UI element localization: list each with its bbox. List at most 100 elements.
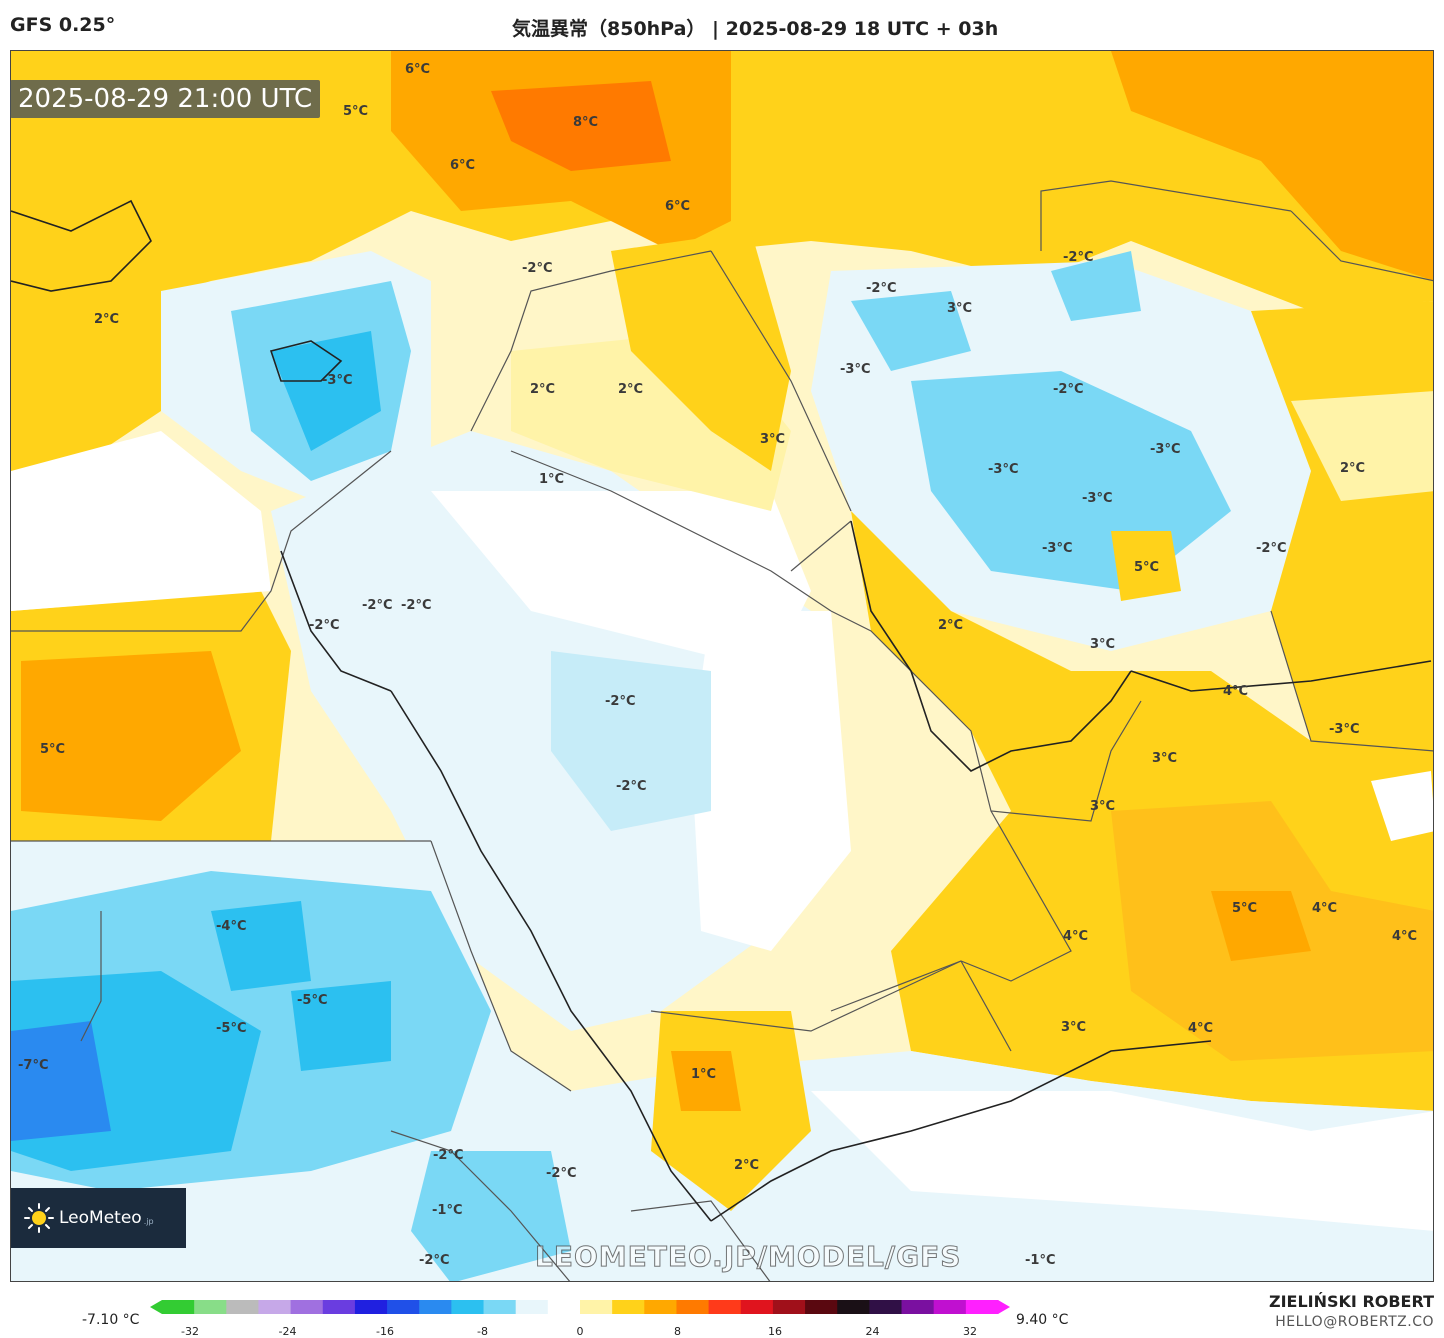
- contour-label: 2°C: [938, 618, 964, 633]
- colorbar-segment: [515, 1300, 549, 1314]
- contour-label: -2°C: [433, 1148, 464, 1163]
- contour-label: -3°C: [1082, 491, 1113, 506]
- colorbar-segment: [322, 1300, 356, 1314]
- logo-brand-text: LeoMeteo: [59, 1208, 142, 1228]
- contour-label: 4°C: [1063, 929, 1089, 944]
- contour-label: 3°C: [1152, 751, 1178, 766]
- colorbar-tick-label: -24: [278, 1325, 297, 1338]
- contour-label: 5°C: [1134, 560, 1160, 575]
- contour-label: -2°C: [1053, 382, 1084, 397]
- contour-label: -3°C: [322, 373, 353, 388]
- colorbar-tick-label: 0: [576, 1325, 584, 1338]
- contour-label: -2°C: [546, 1166, 577, 1181]
- valid-time-badge: 2025-08-29 21:00 UTC: [10, 80, 321, 118]
- contour-label: 2°C: [94, 312, 120, 327]
- contour-label: -2°C: [605, 694, 636, 709]
- contour-label: -2°C: [1256, 541, 1287, 556]
- contour-label: 6°C: [665, 199, 691, 214]
- colorbar-arrow-left: [150, 1300, 162, 1314]
- author-name: ZIELIŃSKI ROBERT: [1268, 1292, 1434, 1311]
- colorbar-segment: [676, 1300, 710, 1314]
- contour-label: -3°C: [1329, 722, 1360, 737]
- contour-label: 3°C: [1061, 1020, 1087, 1035]
- contour-label: -2°C: [1063, 250, 1094, 265]
- colorbar-segment: [483, 1300, 517, 1314]
- colorbar-tick-label: -8: [477, 1325, 488, 1338]
- contour-label: -3°C: [840, 362, 871, 377]
- colorbar-segment: [162, 1300, 195, 1314]
- colorbar-segment: [708, 1300, 742, 1314]
- colorbar-segment: [901, 1300, 935, 1314]
- contour-label: -1°C: [1025, 1253, 1056, 1268]
- contour-label: 2°C: [734, 1158, 760, 1173]
- colorbar-segment: [451, 1300, 485, 1314]
- contour-label: 4°C: [1223, 684, 1249, 699]
- colorbar-tick-label: -32: [181, 1325, 199, 1338]
- colorbar-tick-label: 8: [674, 1325, 681, 1338]
- colorbar-segment: [612, 1300, 645, 1314]
- contour-label: 3°C: [760, 432, 786, 447]
- contour-label: 2°C: [530, 382, 556, 397]
- colorbar-tick-label: 24: [865, 1325, 880, 1338]
- watermark-url: LEOMETEO.JP/MODEL/GFS: [534, 1240, 962, 1274]
- contour-label: -2°C: [866, 281, 897, 296]
- colorbar-segment: [644, 1300, 677, 1314]
- colorbar-segment: [258, 1300, 292, 1314]
- colorbar-segment: [772, 1300, 806, 1314]
- colorbar-segment: [933, 1300, 967, 1314]
- colorbar-segment: [387, 1300, 420, 1314]
- contour-label: -7°C: [18, 1058, 49, 1073]
- contour-label: -2°C: [522, 261, 553, 276]
- colorbar-segment: [837, 1300, 870, 1314]
- contour-label: 5°C: [1232, 901, 1258, 916]
- colorbar: [150, 1300, 1010, 1314]
- contour-label: 4°C: [1392, 929, 1418, 944]
- contour-label: -2°C: [616, 779, 647, 794]
- contour-label: -3°C: [1042, 541, 1073, 556]
- author-email: HELLO@ROBERTZ.CO: [1275, 1314, 1434, 1330]
- contour-label: 1°C: [691, 1067, 717, 1082]
- contour-label: -4°C: [216, 919, 247, 934]
- colorbar-segment: [740, 1300, 774, 1314]
- model-name: GFS 0.25°: [10, 14, 116, 36]
- contour-label: 8°C: [573, 115, 599, 130]
- map-title: 気温異常（850hPa） | 2025-08-29 18 UTC + 03h: [512, 18, 999, 40]
- contour-label: -3°C: [1150, 442, 1181, 457]
- contour-label: 3°C: [947, 301, 973, 316]
- contour-label: -2°C: [401, 598, 432, 613]
- leometeo-logo: LeoMeteo .jp: [11, 1188, 186, 1248]
- contour-label: 2°C: [1340, 461, 1366, 476]
- colorbar-segment: [194, 1300, 227, 1314]
- contour-label: -5°C: [216, 1021, 247, 1036]
- colorbar-segment: [419, 1300, 452, 1314]
- contour-label: -5°C: [297, 993, 328, 1008]
- colorbar-tick-label: -16: [376, 1325, 394, 1338]
- contour-label: -2°C: [419, 1253, 450, 1268]
- contour-label: 4°C: [1312, 901, 1338, 916]
- colorbar-segment: [805, 1300, 838, 1314]
- colorbar-arrow-right: [998, 1300, 1010, 1314]
- colorbar-min-label: -7.10 °C: [82, 1312, 140, 1328]
- sun-icon: [24, 1203, 54, 1233]
- contour-label: 3°C: [1090, 799, 1116, 814]
- contour-label: -3°C: [988, 462, 1019, 477]
- colorbar-max-label: 9.40 °C: [1016, 1312, 1069, 1328]
- logo-suffix-text: .jp: [143, 1216, 154, 1226]
- colorbar-tick-label: 32: [963, 1325, 977, 1338]
- contour-label: 3°C: [1090, 637, 1116, 652]
- contour-label: -1°C: [432, 1203, 463, 1218]
- colorbar-segment: [290, 1300, 324, 1314]
- contour-label: 4°C: [1188, 1021, 1214, 1036]
- contour-label: 5°C: [343, 104, 369, 119]
- colorbar-segment: [547, 1300, 581, 1314]
- colorbar-segment: [226, 1300, 259, 1314]
- contour-label: 6°C: [450, 158, 476, 173]
- contour-label: 2°C: [618, 382, 644, 397]
- temperature-anomaly-map: [10, 50, 1434, 1282]
- map-canvas: [11, 51, 1433, 1281]
- colorbar-segment: [965, 1300, 999, 1314]
- colorbar-segment: [869, 1300, 903, 1314]
- contour-label: -2°C: [309, 618, 340, 633]
- colorbar-segment: [354, 1300, 388, 1314]
- contour-label: 5°C: [40, 742, 66, 757]
